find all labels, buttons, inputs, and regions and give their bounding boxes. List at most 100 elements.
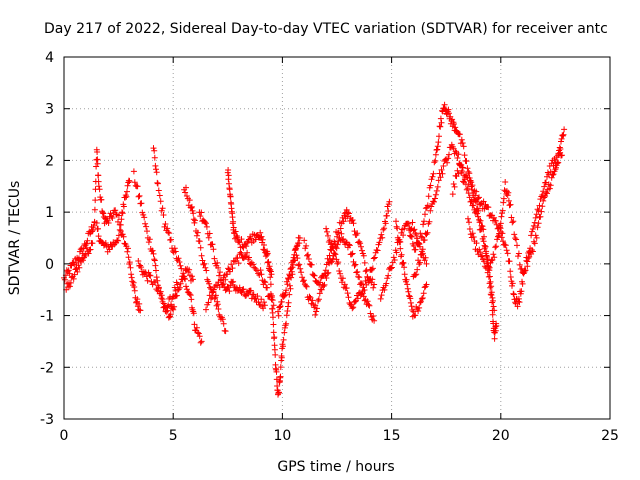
data-point <box>127 264 134 271</box>
data-point <box>401 264 408 271</box>
data-point <box>476 194 482 201</box>
data-point <box>145 239 152 246</box>
data-point <box>420 221 427 228</box>
data-point <box>165 229 172 236</box>
data-point <box>207 284 213 291</box>
data-point <box>368 266 375 273</box>
data-point <box>469 182 476 189</box>
data-point <box>485 263 492 270</box>
data-point <box>237 249 244 256</box>
data-point <box>328 259 335 266</box>
data-point <box>449 191 456 198</box>
data-point <box>147 272 154 279</box>
data-point <box>489 311 496 318</box>
data-point <box>280 336 287 343</box>
data-point <box>437 115 444 122</box>
data-point <box>515 253 521 260</box>
data-point <box>393 218 399 225</box>
data-point <box>164 225 171 232</box>
data-point <box>193 324 200 331</box>
data-point <box>325 269 332 276</box>
data-point <box>431 198 437 205</box>
data-point <box>464 185 471 192</box>
data-point <box>258 296 265 303</box>
data-point <box>270 302 277 309</box>
data-point <box>422 211 428 218</box>
data-point <box>323 225 330 232</box>
data-point <box>462 181 469 188</box>
data-point <box>130 279 137 286</box>
data-point <box>483 253 490 260</box>
data-point <box>71 271 78 278</box>
data-point <box>361 287 368 293</box>
data-point <box>345 241 352 248</box>
data-point <box>206 280 213 287</box>
plot-frame <box>63 56 611 420</box>
data-point <box>553 164 559 171</box>
data-point <box>510 291 517 298</box>
data-point <box>466 219 472 226</box>
data-point <box>276 389 282 396</box>
data-point <box>258 233 265 240</box>
data-point <box>311 272 318 279</box>
data-point <box>409 219 416 226</box>
data-point <box>280 343 286 350</box>
data-point <box>558 135 565 142</box>
data-point <box>314 305 320 312</box>
data-point <box>413 271 420 278</box>
data-point <box>473 188 480 195</box>
data-point <box>401 271 408 278</box>
data-point <box>232 258 238 265</box>
data-point <box>417 298 424 305</box>
data-point <box>313 308 320 315</box>
y-tick-label: -1 <box>40 309 54 325</box>
data-point <box>550 171 557 178</box>
data-point <box>352 298 359 305</box>
data-point <box>465 168 472 175</box>
data-point <box>429 173 436 180</box>
data-point <box>491 307 498 314</box>
data-point <box>130 168 137 175</box>
data-point <box>509 280 516 287</box>
data-point <box>490 303 497 310</box>
data-point <box>203 306 209 313</box>
data-point <box>341 281 348 288</box>
data-point <box>215 264 222 271</box>
data-point <box>489 294 496 301</box>
y-axis-title: SDTVAR / TECUs <box>7 181 23 296</box>
data-point <box>531 240 538 247</box>
data-point <box>417 230 424 237</box>
data-point <box>412 246 419 253</box>
data-point <box>305 251 311 258</box>
data-point <box>488 257 495 264</box>
data-point <box>421 218 427 225</box>
data-point <box>265 258 272 265</box>
data-point <box>487 284 494 291</box>
data-point <box>212 292 219 299</box>
data-point <box>73 265 80 272</box>
data-point <box>232 228 239 235</box>
data-point <box>455 151 462 158</box>
data-point <box>100 210 107 217</box>
data-point <box>213 302 220 309</box>
data-point <box>229 265 236 272</box>
y-tick-label: 0 <box>45 257 54 273</box>
data-point <box>408 303 415 310</box>
data-point <box>359 281 365 288</box>
data-point <box>432 195 438 202</box>
data-point <box>162 221 169 227</box>
data-point <box>225 172 232 179</box>
data-point <box>544 190 550 197</box>
data-point <box>278 298 285 305</box>
data-point <box>494 236 501 243</box>
data-point <box>396 238 403 245</box>
data-point <box>505 197 512 204</box>
x-tick-label: 5 <box>169 428 178 444</box>
data-point <box>351 262 358 269</box>
data-point <box>106 246 113 253</box>
data-point <box>266 267 273 274</box>
data-point <box>297 265 304 272</box>
data-point <box>128 274 135 281</box>
data-point <box>142 220 149 227</box>
data-point <box>157 290 164 297</box>
